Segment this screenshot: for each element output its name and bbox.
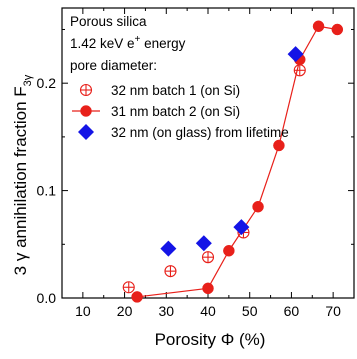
annotation-2-suffix: energy	[140, 36, 185, 51]
legend-label: 32 nm batch 1 (on Si)	[111, 83, 240, 98]
y-tick-label: 0.2	[37, 75, 57, 91]
series-3-point	[233, 219, 250, 236]
series-2-point	[223, 244, 235, 257]
annotation-2: 1.42 keV e+ energy	[70, 34, 186, 51]
series-1-point	[122, 281, 135, 294]
x-tick-label: 70	[325, 303, 341, 319]
legend-label: 31 nm batch 2 (on Si)	[111, 104, 240, 119]
legend-entry-3: 32 nm (on glass) from lifetime	[78, 124, 289, 140]
legend-entry-1: 32 nm batch 1 (on Si)	[79, 83, 240, 98]
series-3-point	[287, 46, 304, 63]
series-3-point	[195, 235, 212, 252]
series-2-point	[202, 282, 214, 295]
legend-marker	[79, 83, 93, 97]
y-axis-title-subscript: 3γ	[22, 74, 34, 86]
x-tick-label: 50	[242, 303, 258, 319]
annotation-3: pore diameter:	[70, 58, 157, 73]
series-2	[131, 20, 344, 303]
y-axis-title: 3 γ annihilation fraction F3γ	[11, 74, 34, 275]
series-2-point	[252, 200, 264, 213]
annotation-2-superscript: +	[135, 34, 141, 45]
series-1-point	[201, 251, 215, 264]
series-3	[160, 46, 304, 257]
series-1-point	[164, 265, 177, 278]
x-tick-label: 40	[200, 303, 216, 319]
x-tick-label: 60	[284, 303, 300, 319]
legend-label: 32 nm (on glass) from lifetime	[111, 125, 289, 140]
y-tick-label: 0.1	[37, 183, 57, 199]
y-axis-title-main: 3 γ annihilation fraction F	[11, 86, 30, 275]
series-2-point	[273, 139, 285, 152]
x-tick-label: 10	[75, 303, 91, 319]
series-3-point	[160, 240, 177, 257]
legend-marker	[78, 124, 94, 140]
series-2-point	[312, 20, 325, 33]
series-2-point	[331, 23, 344, 36]
x-tick-label: 30	[158, 303, 174, 319]
annotation-2-text: 1.42 keV e	[70, 36, 135, 51]
series-2-line	[137, 25, 338, 298]
annotation-1: Porous silica	[70, 14, 147, 29]
series-1	[122, 64, 306, 294]
series-2-point	[131, 291, 143, 303]
annotation-1-text: Porous silica	[70, 14, 147, 29]
legend-marker	[80, 105, 92, 117]
annotation-3-text: pore diameter:	[70, 58, 157, 73]
y-tick-label: 0.0	[37, 290, 57, 306]
x-tick-label: 20	[117, 303, 133, 319]
x-axis-title: Porosity Φ (%)	[155, 330, 266, 349]
legend-entry-2: 31 nm batch 2 (on Si)	[72, 104, 240, 119]
